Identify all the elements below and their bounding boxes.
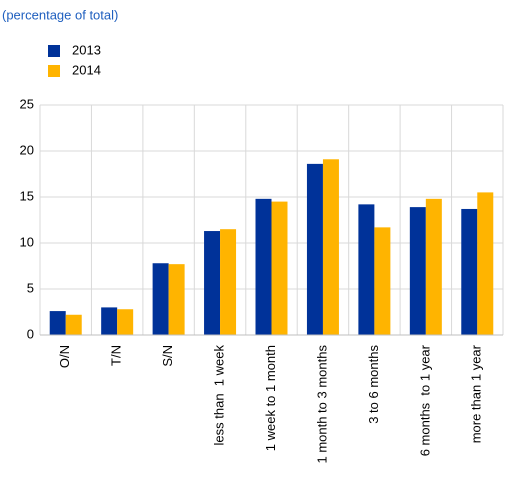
bar	[152, 263, 169, 335]
chart-subtitle: (percentage of total)	[2, 7, 118, 22]
x-tick-label: 3 to 6 months	[366, 345, 381, 424]
x-tick-label: more than 1 year	[469, 344, 484, 443]
bar	[477, 192, 494, 335]
x-tick-label: 6 months to 1 year	[417, 344, 432, 456]
bar	[168, 264, 185, 335]
y-tick-label: 0	[27, 326, 34, 341]
x-tick-label: less than 1 week	[211, 345, 226, 446]
x-tick-label: T/N	[109, 345, 124, 366]
bar	[322, 159, 339, 335]
bar	[461, 208, 478, 335]
bar	[358, 204, 375, 335]
y-tick-label: 10	[20, 234, 34, 249]
bar	[374, 227, 391, 335]
x-tick-label: O/N	[57, 345, 72, 368]
bar	[117, 309, 134, 335]
y-tick-label: 5	[27, 280, 34, 295]
bar	[409, 207, 426, 335]
x-tick-label: 1 week to 1 month	[263, 345, 278, 451]
legend-swatch	[48, 65, 60, 77]
legend-label: 2014	[72, 62, 101, 77]
x-tick-label: 1 month to 3 months	[314, 345, 329, 464]
bar	[65, 314, 82, 335]
bar	[271, 201, 288, 335]
bar	[306, 163, 323, 335]
bar	[101, 307, 118, 335]
y-tick-label: 15	[20, 188, 34, 203]
bar	[220, 229, 237, 335]
bar	[255, 198, 272, 335]
x-tick-label: S/N	[160, 345, 175, 367]
y-tick-label: 25	[20, 96, 34, 111]
y-tick-label: 20	[20, 142, 34, 157]
bar	[425, 198, 442, 335]
bar	[204, 231, 221, 335]
legend-label: 2013	[72, 42, 101, 57]
bar	[49, 311, 66, 335]
legend-swatch	[48, 45, 60, 57]
